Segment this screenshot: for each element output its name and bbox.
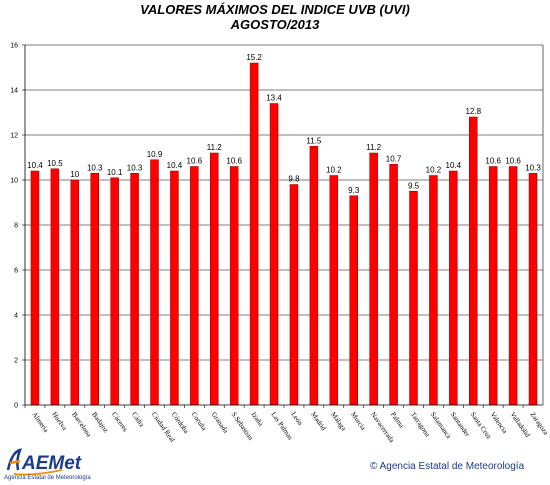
bar	[369, 152, 378, 406]
data-label: 10.6	[187, 157, 203, 166]
bar	[389, 164, 398, 406]
data-label: 9.8	[288, 175, 300, 184]
x-tick-label: Murcia	[349, 411, 368, 433]
x-tick-label: Coruña	[190, 411, 209, 433]
bar	[249, 62, 259, 406]
bar	[210, 152, 219, 406]
data-label: 10.4	[27, 161, 43, 170]
bar	[329, 175, 339, 406]
data-label: 10.2	[326, 166, 342, 175]
data-label: 10.6	[485, 157, 501, 166]
data-label: 10.3	[127, 163, 143, 172]
bar	[488, 166, 498, 406]
logo-text: AEMet	[21, 453, 82, 474]
bar	[130, 173, 139, 406]
bar	[70, 179, 80, 406]
x-tick-label: Valencia	[489, 411, 510, 436]
bar	[349, 195, 358, 406]
y-tick-label: 12	[10, 133, 18, 140]
x-tick-label: Cáceres	[110, 411, 129, 434]
data-label: 12.8	[465, 107, 481, 116]
data-label: 10.4	[446, 161, 462, 170]
y-tick-label: 16	[10, 43, 18, 50]
y-tick-label: 2	[14, 358, 18, 365]
data-label: 10.3	[87, 163, 103, 172]
bar	[469, 116, 478, 406]
data-label: 10.5	[47, 159, 63, 168]
x-tick-label: Badajoz	[90, 411, 110, 434]
y-tick-label: 0	[14, 403, 18, 410]
x-tick-label: Palma	[389, 411, 406, 431]
data-label: 13.4	[266, 94, 282, 103]
bar	[508, 166, 518, 406]
data-label: 9.5	[408, 181, 420, 190]
logo-subtext: Agencia Estatal de Meteorología	[4, 475, 91, 481]
bar	[269, 103, 279, 406]
x-tick-label: Cádiz	[130, 411, 146, 429]
y-tick-label: 8	[14, 223, 18, 230]
x-tick-label: Huelva	[50, 411, 69, 433]
data-label: 10.6	[226, 157, 242, 166]
data-label: 10	[70, 170, 79, 179]
aemet-logo-icon: AEMet	[6, 448, 82, 476]
bar	[30, 170, 40, 406]
x-tick-label: Izaña	[249, 411, 265, 429]
y-tick-label: 10	[10, 178, 18, 185]
data-label: 10.6	[505, 157, 521, 166]
data-label: 11.2	[366, 143, 382, 152]
bar	[429, 175, 438, 406]
bar	[170, 170, 179, 406]
data-label: 11.5	[306, 136, 322, 145]
data-label: 10.9	[147, 150, 163, 159]
bar	[150, 159, 159, 406]
y-tick-labels: 0 2 4 6 8 10 12 14 16	[10, 43, 25, 410]
data-label: 9.3	[348, 186, 360, 195]
gridlines	[25, 44, 544, 405]
bar	[449, 170, 458, 406]
x-tick-label: Córdoba	[170, 411, 191, 436]
bar	[309, 146, 319, 406]
data-label: 15.2	[246, 53, 262, 62]
bar	[289, 184, 299, 406]
y-tick-label: 6	[14, 268, 18, 275]
copyright-text: © Agencia Estatal de Meteorología	[370, 461, 525, 472]
bar	[229, 166, 239, 406]
bar	[90, 173, 99, 406]
data-label: 10.1	[107, 168, 123, 177]
data-label: 11.2	[207, 143, 223, 152]
x-tick-label: Granada	[210, 411, 231, 436]
data-label: 10.3	[525, 163, 541, 172]
bars	[30, 62, 538, 406]
bar	[110, 177, 119, 406]
x-tick-label: Madrid	[309, 411, 328, 433]
data-label: 10.2	[426, 166, 442, 175]
bar	[50, 168, 60, 406]
x-tick-label: Málaga	[329, 411, 348, 434]
bar	[409, 191, 418, 406]
x-tick-label: León	[289, 411, 304, 428]
chart-subtitle: AGOSTO/2013	[230, 17, 320, 32]
y-tick-label: 4	[14, 313, 18, 320]
data-label: 10.7	[386, 154, 402, 163]
x-tick-label: Almería	[30, 411, 50, 435]
y-tick-label: 14	[10, 88, 18, 95]
data-label: 10.4	[167, 161, 183, 170]
chart-title: VALORES MÁXIMOS DEL INDICE UVB (UVI)	[140, 2, 410, 17]
bar	[190, 166, 199, 406]
bar	[528, 173, 538, 406]
